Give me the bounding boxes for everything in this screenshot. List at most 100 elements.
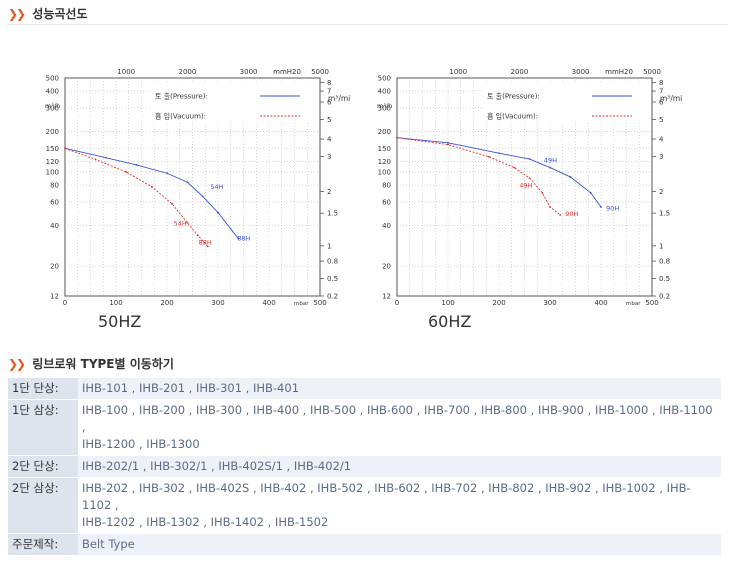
y-tick-label-left: 400 [46, 88, 59, 96]
y-tick-label-left: 80 [382, 182, 391, 190]
legend-label: 흡 입(Vacuum): [487, 112, 538, 121]
y-axis-label-right: m³/min [660, 94, 682, 103]
vacuum-point [513, 166, 516, 169]
pressure-point [166, 172, 168, 175]
x-tick-label-bottom: 200 [160, 299, 173, 307]
y-tick-label-right: 1 [327, 242, 331, 250]
frequency-label-60hz: 60HZ [428, 312, 472, 331]
type-row-label: 2단 삼상: [8, 477, 78, 534]
x-tick-label-bottom: 200 [492, 299, 505, 307]
x-axis-label-bottom: mbar [626, 301, 641, 307]
y-tick-label-right: 0.2 [659, 293, 670, 301]
curve-annotation: 54H [174, 220, 187, 228]
y-tick-label-right: 1.5 [659, 210, 670, 218]
y-tick-label-left: 20 [382, 263, 391, 271]
y-tick-label-left: 120 [378, 158, 391, 166]
y-tick-label-right: 0.2 [327, 293, 338, 301]
x-tick-label-top: 1000 [117, 68, 135, 76]
y-tick-label-left: 40 [50, 222, 59, 230]
type-table: 1단 단상: IHB-101 , IHB-201 , IHB-301 , IHB-… [8, 378, 721, 556]
type-row: 2단 삼상: IHB-202 , IHB-302 , IHB-402S , IHB… [8, 477, 721, 534]
y-tick-label-left: 20 [50, 263, 59, 271]
vacuum-point [396, 136, 398, 139]
pressure-point [186, 181, 189, 184]
y-tick-label-left: 80 [50, 182, 59, 190]
vacuum-point [447, 143, 449, 146]
x-tick-label-top: 5000 [311, 68, 329, 76]
performance-chart-60hz: 500 400 300 200 150 120 100 80 60 40 20 12 87 6 5 4 3 2 1.… [377, 68, 682, 307]
y-tick-label-left: 60 [382, 198, 391, 206]
model-list-line: IHB-1202 , IHB-1302 , IHB-1402 , IHB-150… [82, 515, 329, 529]
type-row-models: Belt Type [78, 533, 721, 556]
frequency-label-50hz: 50HZ [98, 312, 142, 331]
y-tick-label-right: 5 [659, 116, 663, 124]
y-tick-label-left: 100 [378, 169, 391, 177]
pressure-point [498, 152, 500, 155]
section-title-text: 성능곡선도 [32, 7, 88, 21]
y-tick-label-left: 60 [50, 198, 59, 206]
y-tick-label-right: 8 [659, 79, 663, 87]
x-tick-label-top: 3000 [240, 68, 258, 76]
type-row-label: 1단 삼상: [8, 399, 78, 456]
double-chevron-icon: ❯❯ [8, 357, 26, 371]
y-tick-label-right: 2 [327, 188, 331, 196]
pressure-point [201, 195, 204, 198]
type-row: 1단 삼상: IHB-100 , IHB-200 , IHB-300 , IHB-… [8, 399, 721, 456]
section-title-performance: ❯❯ 성능곡선도 [8, 5, 88, 22]
vacuum-point [541, 192, 544, 194]
model-list-line: Belt Type [82, 537, 135, 551]
y-tick-label-left: 12 [50, 293, 59, 301]
curve-annotation: 49H [519, 181, 532, 189]
vacuum-curve [64, 147, 209, 247]
y-axis-label-left: m³/h [45, 102, 60, 110]
y-tick-label-left: 100 [46, 169, 59, 177]
y-tick-label-left: 500 [46, 75, 59, 83]
pressure-point [589, 192, 592, 194]
x-tick-label-bottom: 400 [262, 299, 275, 307]
vacuum-point [150, 185, 153, 188]
y-tick-label-left: 12 [382, 293, 391, 301]
x-tick-label-bottom: 300 [211, 299, 224, 307]
model-list-line: IHB-202 , IHB-302 , IHB-402S , IHB-402 ,… [82, 481, 691, 512]
vacuum-point [549, 206, 551, 208]
y-tick-label-right: 0.8 [327, 258, 338, 266]
pressure-point [104, 156, 107, 159]
x-axis-label-bottom: mbar [294, 301, 309, 307]
vacuum-point [559, 214, 562, 216]
vacuum-point [206, 245, 209, 248]
vacuum-point [125, 171, 128, 173]
curve-annotation: 88H [199, 238, 212, 246]
y-tick-label-right: 5 [327, 116, 331, 124]
x-tick-label-bottom: 0 [63, 299, 67, 307]
type-row-models: IHB-202/1 , IHB-302/1 , IHB-402S/1 , IHB… [78, 455, 721, 478]
y-tick-label-left: 150 [378, 145, 391, 153]
vacuum-point [186, 221, 189, 224]
curve-annotation: 49H [544, 156, 557, 164]
legend-box [151, 84, 319, 122]
type-row-label: 주문제작: [8, 533, 78, 556]
vacuum-point [196, 234, 199, 237]
x-tick-label-top: 2000 [178, 68, 196, 76]
model-list-line: IHB-1200 , IHB-1300 [82, 437, 200, 451]
y-tick-label-right: 1.5 [327, 210, 338, 218]
x-tick-label-top: mmH20 [605, 68, 633, 76]
pressure-point [447, 141, 449, 144]
y-tick-label-right: 0.5 [327, 275, 338, 283]
pressure-point [135, 164, 138, 166]
type-row: 2단 단상: IHB-202/1 , IHB-302/1 , IHB-402S/1… [8, 455, 721, 478]
curve-annotation: 90H [565, 210, 578, 218]
type-row-models: IHB-100 , IHB-200 , IHB-300 , IHB-400 , … [78, 399, 721, 456]
model-list-line: IHB-202/1 , IHB-302/1 , IHB-402S/1 , IHB… [82, 459, 352, 473]
vacuum-point [171, 203, 174, 205]
y-tick-label-right: 7 [327, 88, 331, 96]
y-tick-label-left: 300 [378, 104, 391, 112]
y-tick-label-right: 3 [659, 153, 663, 161]
type-row: 주문제작: Belt Type [8, 533, 721, 556]
y-tick-label-left: 400 [378, 88, 391, 96]
curve-annotation: 88H [237, 235, 250, 243]
title-divider [8, 24, 728, 25]
vacuum-curve [396, 137, 561, 216]
model-list-line: IHB-100 , IHB-200 , IHB-300 , IHB-400 , … [82, 403, 713, 434]
y-tick-label-right: 4 [327, 136, 332, 144]
double-chevron-icon: ❯❯ [8, 7, 26, 21]
